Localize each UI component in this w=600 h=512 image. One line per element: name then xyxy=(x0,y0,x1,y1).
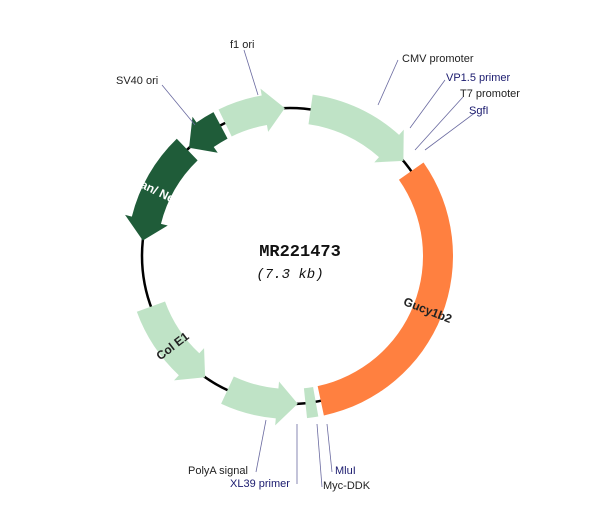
label-leaders xyxy=(161,49,477,488)
label-sv40-ori: SV40 ori xyxy=(116,75,158,87)
feature-kan-neo xyxy=(125,138,198,241)
label-f1-ori: f1 ori xyxy=(230,39,254,51)
label-t7-promoter: T7 promoter xyxy=(460,88,520,100)
feature-insert xyxy=(317,162,453,416)
feature-col-e1 xyxy=(136,301,206,381)
label-xl39-primer: XL39 primer xyxy=(230,478,290,490)
feature-myc-ddk xyxy=(303,386,319,419)
label-sgfi: SgfI xyxy=(469,105,489,117)
plasmid-name: MR221473 xyxy=(259,243,341,262)
label-vp15-primer: VP1.5 primer xyxy=(446,72,511,84)
plasmid-size: (7.3 kb) xyxy=(256,267,323,283)
feature-f1-ori xyxy=(218,88,285,137)
feature-sv40-ori xyxy=(189,112,228,153)
label-polya-signal: PolyA signal xyxy=(188,465,248,477)
feature-polya-signal xyxy=(221,376,298,426)
feature-cmv-promoter xyxy=(308,94,404,163)
label-cmv-promoter: CMV promoter xyxy=(402,53,474,65)
label-mlui: MluI xyxy=(335,465,356,477)
label-myc-ddk: Myc-DDK xyxy=(323,480,371,492)
